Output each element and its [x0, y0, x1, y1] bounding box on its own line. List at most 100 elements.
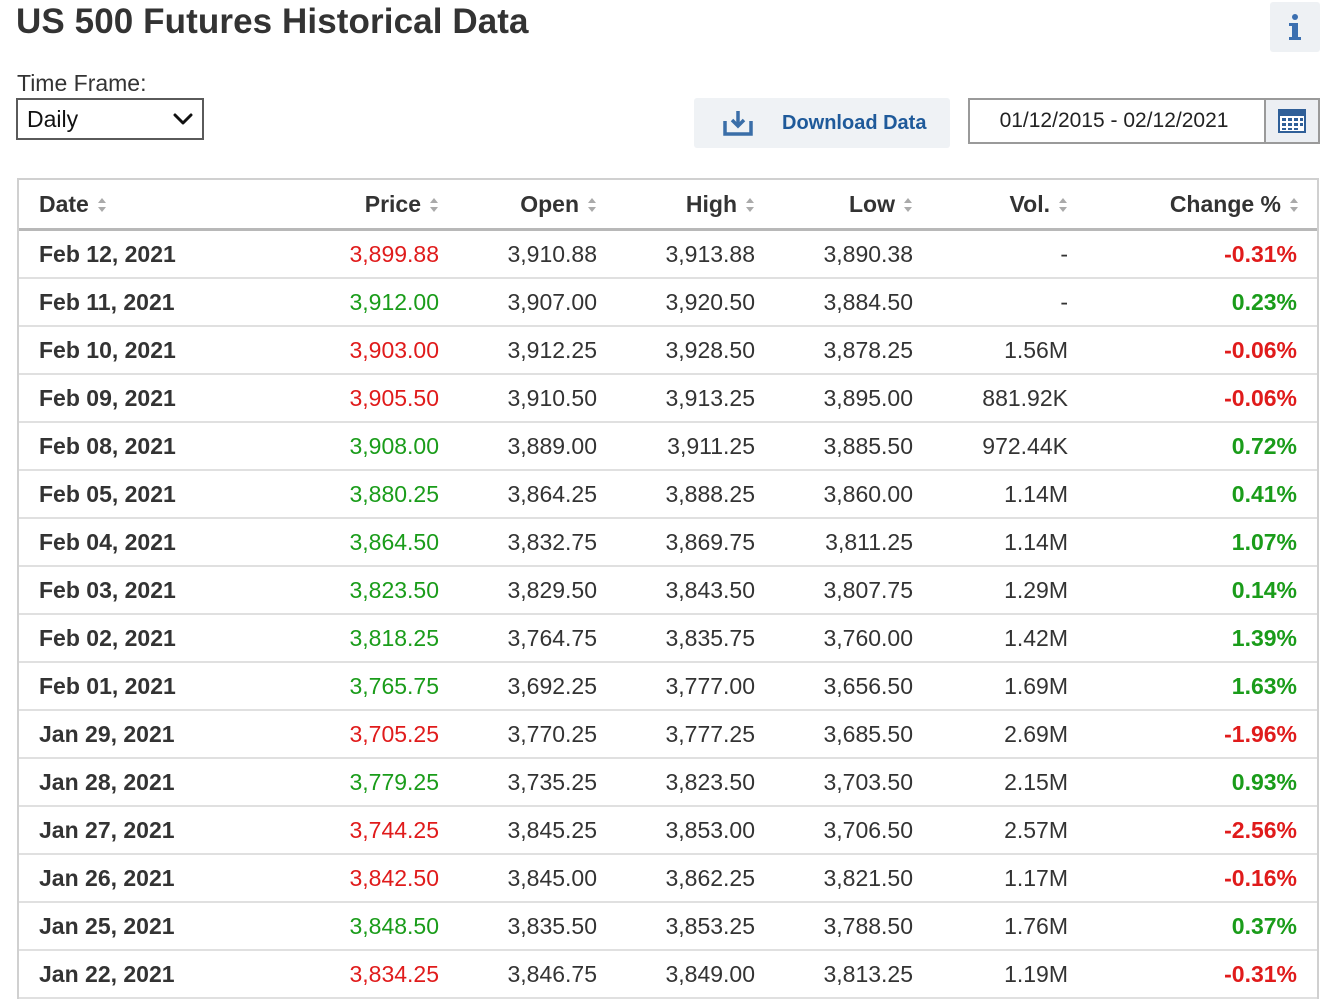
cell-price: 3,903.00: [203, 326, 439, 375]
download-data-button[interactable]: Download Data: [694, 98, 950, 148]
cell-date: Jan 26, 2021: [19, 854, 203, 903]
cell-vol: 1.76M: [913, 902, 1068, 951]
cell-high: 3,913.25: [597, 374, 755, 423]
table-row: Feb 11, 2021 3,912.00 3,907.00 3,920.50 3,88…: [19, 278, 1317, 327]
cell-change: 0.41%: [1068, 470, 1317, 519]
cell-change: -0.06%: [1068, 326, 1317, 375]
sort-icon: [97, 198, 106, 213]
cell-date: Feb 08, 2021: [19, 422, 203, 471]
cell-price: 3,779.25: [203, 758, 439, 807]
cell-open: 3,889.00: [439, 422, 597, 471]
cell-low: 3,811.25: [755, 518, 913, 567]
cell-open: 3,910.50: [439, 374, 597, 423]
column-header-open[interactable]: Open: [439, 180, 597, 231]
calendar-button[interactable]: [1264, 100, 1318, 142]
cell-low: 3,884.50: [755, 278, 913, 327]
cell-vol: 1.14M: [913, 470, 1068, 519]
cell-date: Jan 29, 2021: [19, 710, 203, 759]
column-header-high[interactable]: High: [597, 180, 755, 231]
cell-change: -0.16%: [1068, 854, 1317, 903]
cell-open: 3,829.50: [439, 566, 597, 615]
cell-high: 3,843.50: [597, 566, 755, 615]
table-row: Feb 09, 2021 3,905.50 3,910.50 3,913.25 3,89…: [19, 374, 1317, 423]
table-row: Feb 12, 2021 3,899.88 3,910.88 3,913.88 3,89…: [19, 229, 1317, 279]
cell-high: 3,913.88: [597, 229, 755, 279]
cell-price: 3,842.50: [203, 854, 439, 903]
column-header-price[interactable]: Price: [203, 180, 439, 231]
download-data-label: Download Data: [782, 111, 927, 134]
cell-vol: 1.19M: [913, 950, 1068, 999]
historical-data-table: Date Price Open High Low Vol. Change % F…: [17, 178, 1319, 999]
table-row: Jan 25, 2021 3,848.50 3,835.50 3,853.25 3,78…: [19, 902, 1317, 951]
cell-vol: 1.42M: [913, 614, 1068, 663]
column-header-low[interactable]: Low: [755, 180, 913, 231]
cell-open: 3,912.25: [439, 326, 597, 375]
cell-change: 0.72%: [1068, 422, 1317, 471]
cell-date: Feb 05, 2021: [19, 470, 203, 519]
table-row: Feb 08, 2021 3,908.00 3,889.00 3,911.25 3,88…: [19, 422, 1317, 471]
cell-open: 3,907.00: [439, 278, 597, 327]
cell-low: 3,807.75: [755, 566, 913, 615]
sort-icon: [1290, 198, 1298, 213]
sort-icon: [904, 198, 912, 213]
cell-vol: 1.17M: [913, 854, 1068, 903]
cell-high: 3,862.25: [597, 854, 755, 903]
cell-vol: 1.69M: [913, 662, 1068, 711]
cell-price: 3,864.50: [203, 518, 439, 567]
cell-high: 3,853.25: [597, 902, 755, 951]
cell-low: 3,656.50: [755, 662, 913, 711]
cell-low: 3,706.50: [755, 806, 913, 855]
cell-vol: -: [913, 229, 1068, 279]
cell-vol: 1.14M: [913, 518, 1068, 567]
calendar-icon: [1278, 109, 1306, 133]
cell-change: -2.56%: [1068, 806, 1317, 855]
cell-date: Feb 09, 2021: [19, 374, 203, 423]
cell-date: Feb 03, 2021: [19, 566, 203, 615]
table-row: Feb 02, 2021 3,818.25 3,764.75 3,835.75 3,76…: [19, 614, 1317, 663]
cell-date: Feb 10, 2021: [19, 326, 203, 375]
table-row: Feb 04, 2021 3,864.50 3,832.75 3,869.75 3,81…: [19, 518, 1317, 567]
date-range-picker[interactable]: 01/12/2015 - 02/12/2021: [968, 98, 1320, 144]
info-icon: [1289, 14, 1301, 40]
cell-date: Jan 25, 2021: [19, 902, 203, 951]
date-range-value: 01/12/2015 - 02/12/2021: [999, 109, 1229, 132]
cell-vol: 2.69M: [913, 710, 1068, 759]
cell-price: 3,705.25: [203, 710, 439, 759]
cell-vol: 2.15M: [913, 758, 1068, 807]
cell-high: 3,853.00: [597, 806, 755, 855]
cell-change: 0.37%: [1068, 902, 1317, 951]
column-header-vol[interactable]: Vol.: [913, 180, 1068, 231]
table-row: Jan 29, 2021 3,705.25 3,770.25 3,777.25 3,68…: [19, 710, 1317, 759]
chevron-down-icon: [173, 113, 193, 125]
cell-low: 3,885.50: [755, 422, 913, 471]
cell-price: 3,834.25: [203, 950, 439, 999]
info-button[interactable]: [1270, 2, 1320, 52]
cell-price: 3,848.50: [203, 902, 439, 951]
cell-change: 0.23%: [1068, 278, 1317, 327]
cell-open: 3,770.25: [439, 710, 597, 759]
cell-date: Feb 02, 2021: [19, 614, 203, 663]
cell-high: 3,928.50: [597, 326, 755, 375]
cell-vol: 881.92K: [913, 374, 1068, 423]
cell-vol: 972.44K: [913, 422, 1068, 471]
cell-price: 3,905.50: [203, 374, 439, 423]
cell-open: 3,846.75: [439, 950, 597, 999]
cell-date: Jan 22, 2021: [19, 950, 203, 999]
cell-price: 3,880.25: [203, 470, 439, 519]
time-frame-select[interactable]: Daily: [16, 98, 204, 140]
cell-date: Feb 12, 2021: [19, 229, 203, 279]
table-row: Feb 01, 2021 3,765.75 3,692.25 3,777.00 3,65…: [19, 662, 1317, 711]
table-row: Feb 10, 2021 3,903.00 3,912.25 3,928.50 3,87…: [19, 326, 1317, 375]
cell-date: Feb 11, 2021: [19, 278, 203, 327]
cell-price: 3,899.88: [203, 229, 439, 279]
table-row: Feb 03, 2021 3,823.50 3,829.50 3,843.50 3,80…: [19, 566, 1317, 615]
column-header-change[interactable]: Change %: [1068, 180, 1317, 231]
sort-icon: [1059, 198, 1067, 213]
cell-low: 3,760.00: [755, 614, 913, 663]
cell-low: 3,788.50: [755, 902, 913, 951]
cell-price: 3,823.50: [203, 566, 439, 615]
page-title: US 500 Futures Historical Data: [16, 2, 529, 41]
cell-change: -0.31%: [1068, 229, 1317, 279]
cell-low: 3,813.25: [755, 950, 913, 999]
column-header-date[interactable]: Date: [19, 180, 203, 231]
